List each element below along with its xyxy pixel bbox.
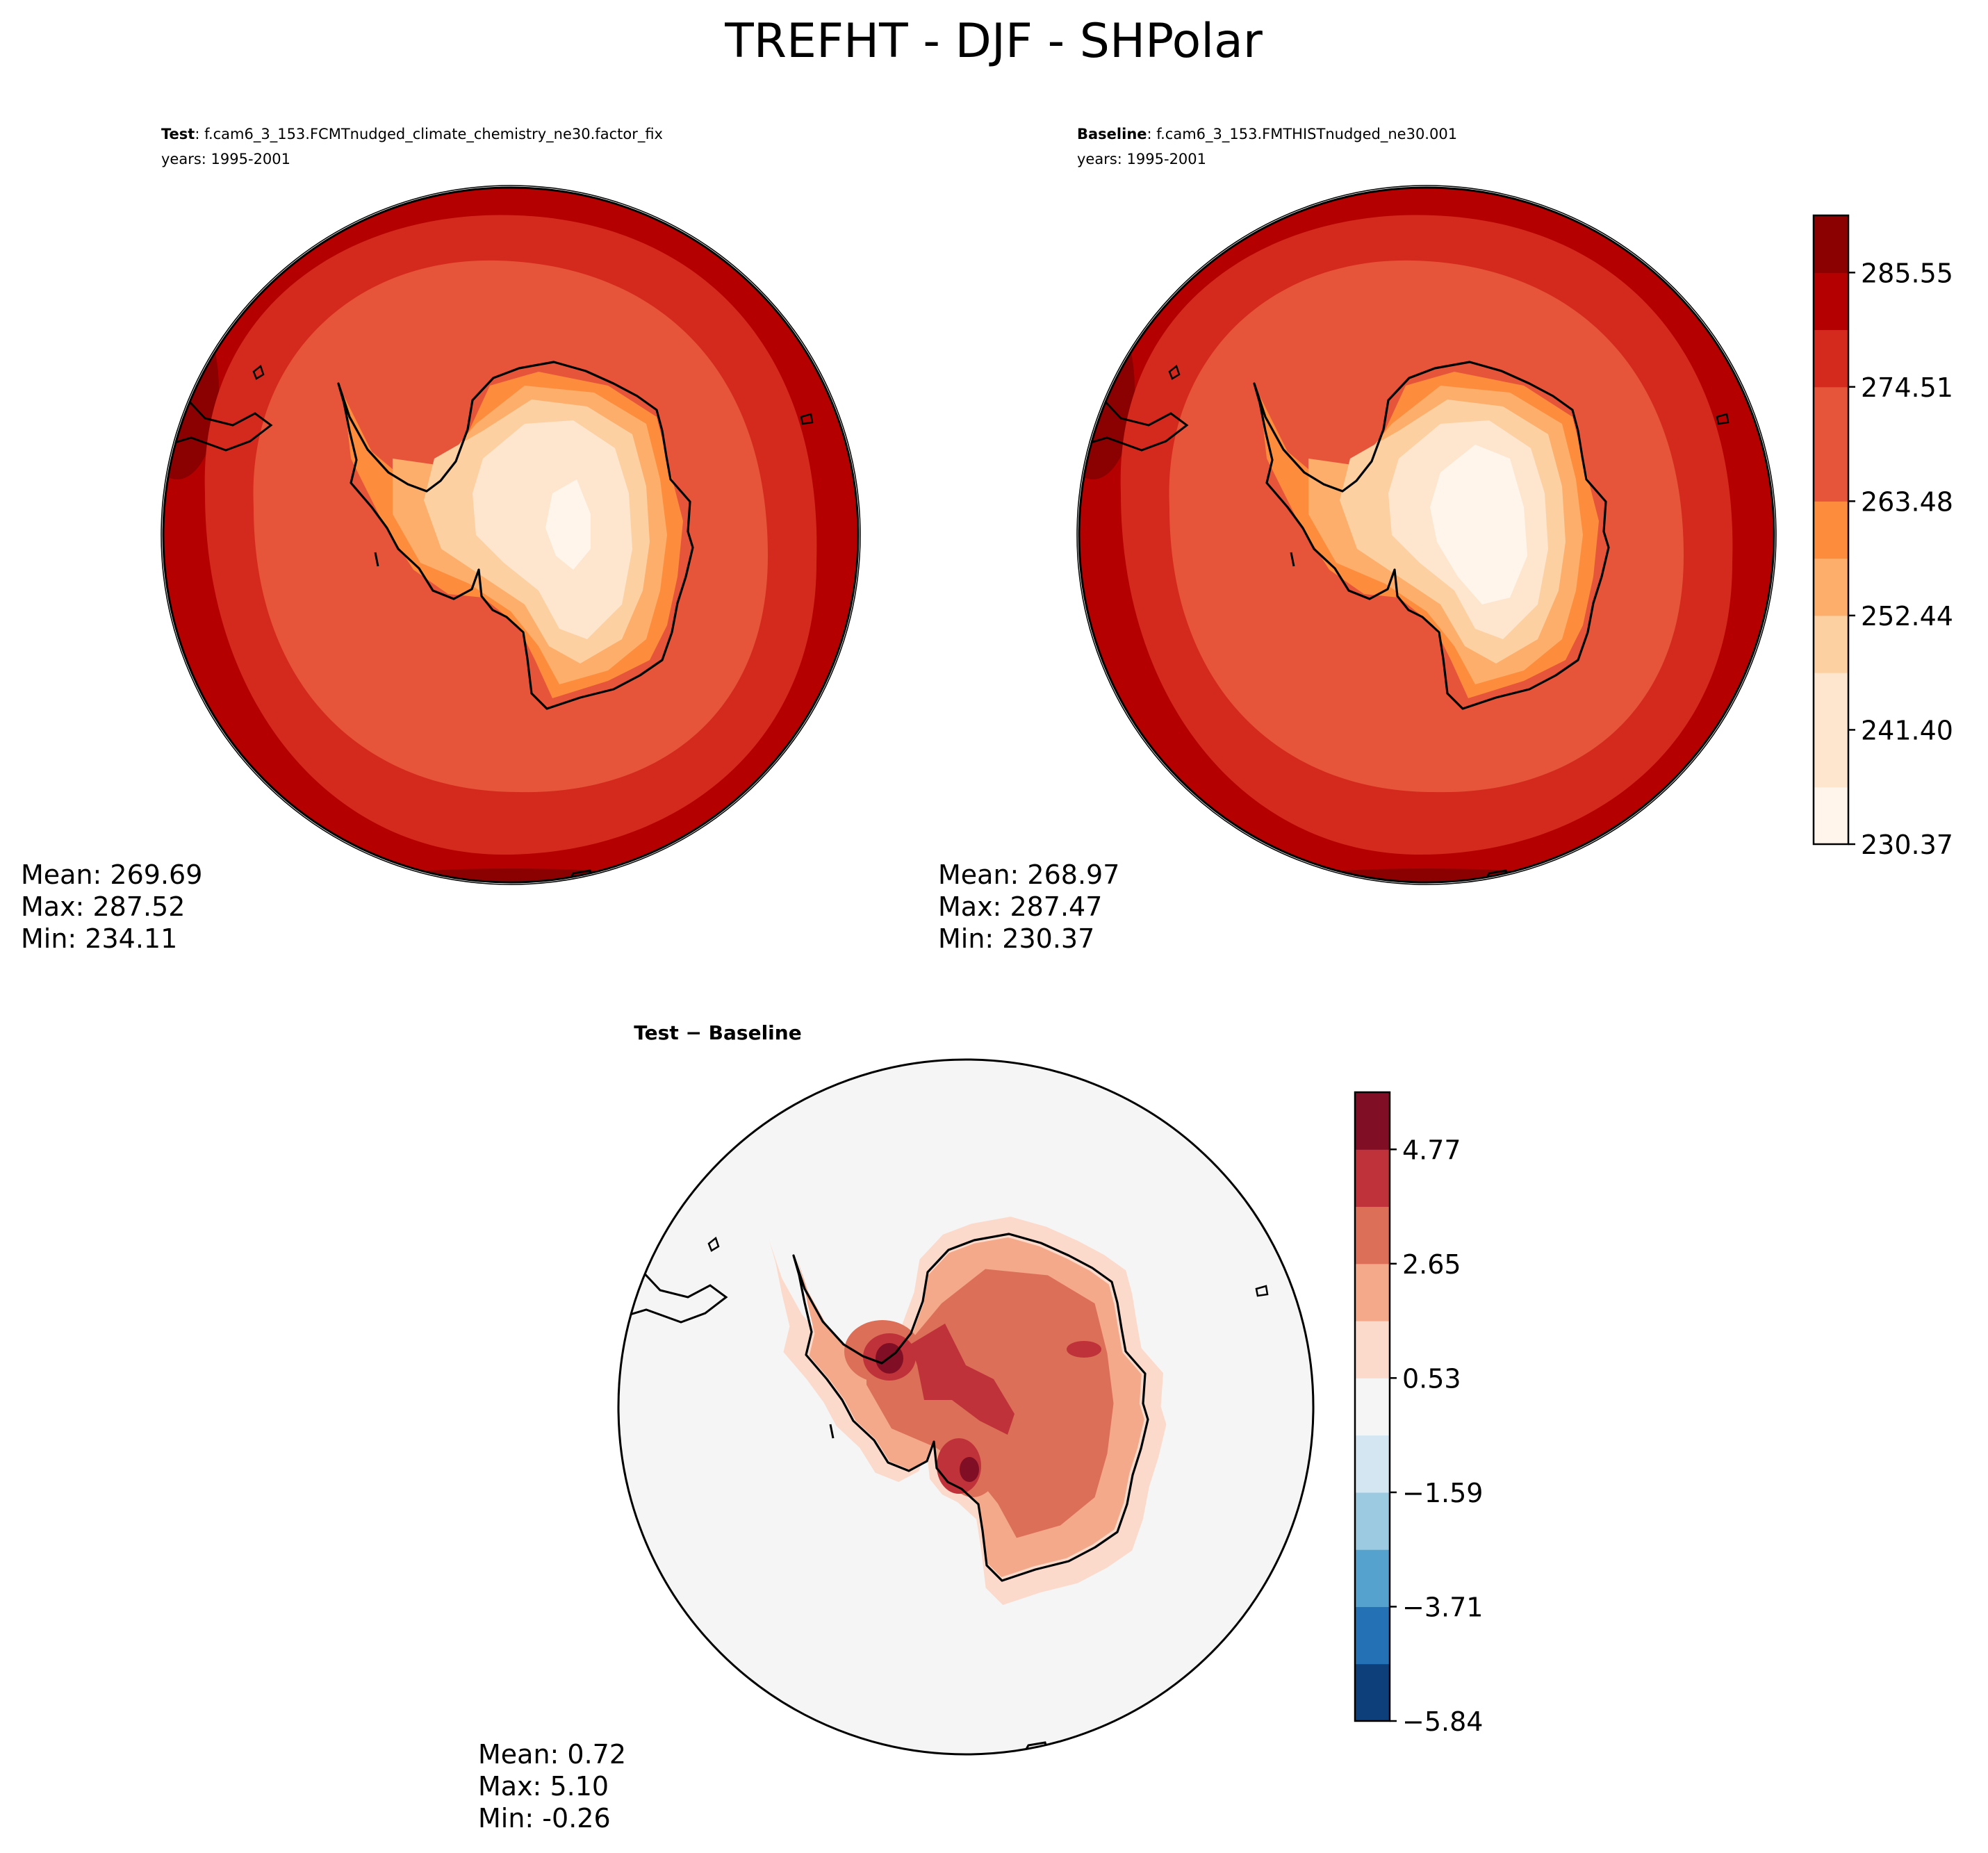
colorbar-tick-label: 0.53 bbox=[1402, 1363, 1461, 1394]
diff-contour-5 bbox=[960, 1457, 979, 1482]
panel-difference: Test − Baseline Mean: 0.72 Max: 5.10 Min… bbox=[478, 1021, 1315, 1834]
coastline-island bbox=[707, 1236, 720, 1252]
colorbar-segment bbox=[1355, 1321, 1390, 1378]
colorbar-absolute: 285.55 274.51 263.48 252.44 241.40 230.37 bbox=[1812, 214, 1953, 860]
colorbar-segment bbox=[1355, 1149, 1390, 1208]
difference-map-boundary bbox=[617, 1058, 1315, 1756]
baseline-stat-mean: Mean: 268.97 bbox=[938, 859, 1119, 890]
test-stat-min: Min: 234.11 bbox=[21, 923, 177, 954]
diff-stats: Mean: 0.72 Max: 5.10 Min: -0.26 bbox=[478, 1739, 626, 1834]
colorbar-tick-label: −3.71 bbox=[1402, 1592, 1483, 1622]
colorbar-segment bbox=[1355, 1263, 1390, 1321]
baseline-stats: Mean: 268.97 Max: 287.47 Min: 230.37 bbox=[938, 859, 1119, 954]
test-map-boundary bbox=[162, 186, 860, 884]
colorbar-tick-label: 274.51 bbox=[1861, 372, 1953, 403]
diff-title: Test − Baseline bbox=[634, 1021, 801, 1044]
coastline-antarctica bbox=[1253, 361, 1610, 710]
colorbar-segment bbox=[1355, 1606, 1390, 1665]
baseline-map-boundary bbox=[1078, 186, 1775, 884]
diff-contour-4 bbox=[1067, 1341, 1101, 1358]
colorbar-segment bbox=[1355, 1549, 1390, 1607]
diff-stat-min: Min: -0.26 bbox=[478, 1803, 611, 1834]
contour-edge-dark bbox=[288, 868, 733, 882]
colorbar-segment bbox=[1355, 1492, 1390, 1550]
figure-title: TREFHT - DJF - SHPolar bbox=[724, 14, 1263, 69]
baseline-label-bold: Baseline bbox=[1077, 126, 1147, 142]
diff-contour-4 bbox=[910, 1324, 1014, 1435]
contour-land-6 bbox=[545, 479, 591, 570]
coastline-island bbox=[829, 1424, 835, 1439]
test-label-bold: Test bbox=[161, 126, 195, 142]
colorbar-segment bbox=[1814, 272, 1848, 331]
test-stat-mean: Mean: 269.69 bbox=[21, 859, 202, 890]
colorbar-segment bbox=[1814, 673, 1848, 730]
coastline-island bbox=[1168, 364, 1181, 380]
coastline-south-america bbox=[163, 394, 273, 452]
colorbar-segment bbox=[1814, 730, 1848, 788]
test-map bbox=[163, 188, 858, 882]
colorbar-tick-label: 241.40 bbox=[1861, 715, 1953, 746]
colorbar-segment bbox=[1814, 444, 1848, 502]
colorbar-segment bbox=[1814, 501, 1848, 559]
coastline-island bbox=[1290, 552, 1295, 567]
coastline-island bbox=[252, 364, 265, 380]
test-case-label: Test: f.cam6_3_153.FCMTnudged_climate_ch… bbox=[161, 126, 663, 143]
coastline-island bbox=[1716, 413, 1730, 425]
coastline-antarctica bbox=[792, 1233, 1149, 1582]
colorbar-segment bbox=[1355, 1378, 1390, 1436]
coastline-south-america bbox=[1079, 394, 1189, 452]
test-years: years: 1995-2001 bbox=[161, 151, 290, 167]
colorbar-tick-label: 285.55 bbox=[1861, 258, 1953, 288]
baseline-stat-max: Max: 287.47 bbox=[938, 891, 1102, 922]
colorbar-segment bbox=[1355, 1206, 1390, 1265]
colorbar-frame bbox=[1354, 1091, 1391, 1722]
colorbar-tick-label: 252.44 bbox=[1861, 601, 1953, 632]
coastline-antarctica bbox=[337, 361, 694, 710]
baseline-case-label: Baseline: f.cam6_3_153.FMTHISTnudged_ne3… bbox=[1077, 126, 1457, 143]
colorbar-tick-label: 4.77 bbox=[1402, 1135, 1461, 1165]
colorbar-segment bbox=[1814, 615, 1848, 673]
test-label-case: : f.cam6_3_153.FCMTnudged_climate_chemis… bbox=[195, 126, 663, 143]
colorbar-segment bbox=[1814, 215, 1848, 273]
colorbar-tick-label: −5.84 bbox=[1402, 1706, 1483, 1737]
colorbar-segment bbox=[1355, 1435, 1390, 1493]
colorbar-tick-label: 230.37 bbox=[1861, 830, 1953, 860]
contour-land-6 bbox=[1461, 479, 1506, 570]
colorbar-segment bbox=[1814, 558, 1848, 616]
colorbar-segment bbox=[1814, 329, 1848, 388]
baseline-stat-min: Min: 230.37 bbox=[938, 923, 1094, 954]
panel-baseline: Baseline: f.cam6_3_153.FMTHISTnudged_ne3… bbox=[938, 126, 1777, 954]
coastline-island bbox=[374, 552, 379, 567]
diff-stat-max: Max: 5.10 bbox=[478, 1771, 609, 1802]
colorbar-tick-label: 263.48 bbox=[1861, 486, 1953, 517]
diff-stat-mean: Mean: 0.72 bbox=[478, 1739, 626, 1770]
coastline-south-america bbox=[618, 1266, 728, 1324]
test-stats: Mean: 269.69 Max: 287.52 Min: 234.11 bbox=[21, 859, 202, 954]
baseline-years: years: 1995-2001 bbox=[1077, 151, 1206, 167]
colorbar-segment bbox=[1355, 1663, 1390, 1722]
contour-edge-dark bbox=[1204, 868, 1649, 882]
colorbar-segment bbox=[1814, 787, 1848, 845]
test-stat-max: Max: 287.52 bbox=[21, 891, 185, 922]
panel-test: Test: f.cam6_3_153.FCMTnudged_climate_ch… bbox=[21, 126, 861, 954]
baseline-map bbox=[1079, 188, 1774, 882]
baseline-label-case: : f.cam6_3_153.FMTHISTnudged_ne30.001 bbox=[1147, 126, 1458, 143]
colorbar-segment bbox=[1355, 1092, 1390, 1150]
colorbar-difference: 4.77 2.65 0.53 −1.59 −3.71 −5.84 bbox=[1354, 1091, 1483, 1737]
colorbar-tick-label: 2.65 bbox=[1402, 1249, 1461, 1280]
coastline-island bbox=[800, 413, 814, 425]
colorbar-tick-label: −1.59 bbox=[1402, 1478, 1483, 1508]
difference-map bbox=[618, 1060, 1313, 1754]
colorbar-frame bbox=[1812, 214, 1850, 846]
colorbar-segment bbox=[1814, 386, 1848, 445]
coastline-island bbox=[1255, 1285, 1269, 1297]
